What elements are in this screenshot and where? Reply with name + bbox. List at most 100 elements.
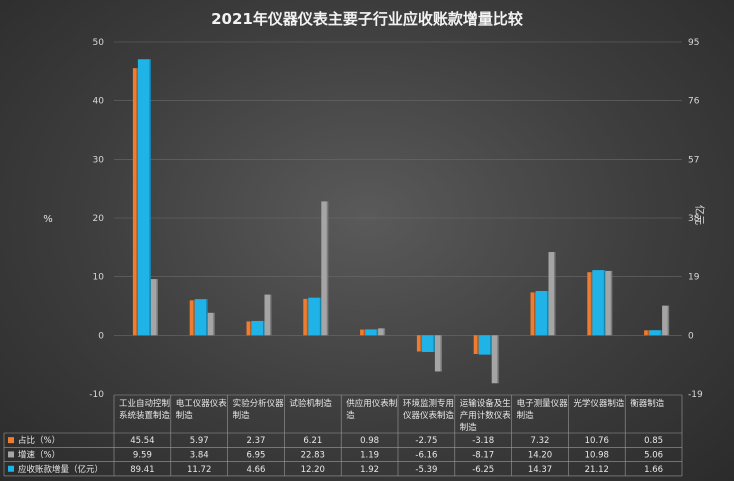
bar-share <box>644 330 650 336</box>
bar-shade <box>477 335 479 354</box>
y-right-tick-label: 19 <box>688 273 700 283</box>
bar-shade <box>497 335 499 384</box>
table-value: 1.92 <box>360 465 379 475</box>
bar-shade <box>250 321 252 336</box>
category-label: 光学仪器制造 <box>573 398 625 409</box>
legend-label: 占比（%） <box>18 435 60 446</box>
y-left-tick-label: 50 <box>93 38 105 48</box>
table-value: 11.72 <box>187 465 211 475</box>
y-axis-left-title: % <box>43 214 53 225</box>
bar-shade <box>363 329 366 336</box>
table-value: 7.32 <box>531 436 550 446</box>
y-right-tick-label: 95 <box>688 38 699 48</box>
y-right-tick-label: -19 <box>688 390 703 400</box>
table-value: 0.98 <box>360 436 379 446</box>
bar-share <box>530 292 536 336</box>
bar-shade <box>206 299 208 336</box>
bar-growth <box>264 294 272 336</box>
y-axis-right: -19 0 19 38 57 76 95 <box>688 38 703 400</box>
bar-shade <box>660 330 663 336</box>
table-value: -5.39 <box>415 465 437 475</box>
bar-shade <box>193 300 195 336</box>
y-left-tick-label: 40 <box>93 97 105 107</box>
bar-shade <box>590 272 593 336</box>
table-value: 3.84 <box>190 450 209 460</box>
table-value: 89.41 <box>130 465 154 475</box>
bar-shade <box>647 330 650 336</box>
table-value: -2.75 <box>415 436 437 446</box>
bar-shade <box>610 270 613 336</box>
bar-growth <box>434 335 442 372</box>
bar-increment <box>137 59 151 336</box>
bar-growth <box>662 305 670 336</box>
bar-shade <box>263 320 265 336</box>
table-value: 12.20 <box>301 465 325 475</box>
bar-shade <box>136 68 138 336</box>
bar-growth <box>150 279 158 336</box>
bar-shade <box>149 59 151 336</box>
y-left-tick-label: 0 <box>98 331 104 341</box>
bar-share <box>587 272 593 336</box>
y-axis-right-title: 亿元 <box>693 205 706 225</box>
bar-growth <box>605 270 613 336</box>
table-value: 45.54 <box>130 436 154 446</box>
table-value: 4.66 <box>247 465 266 475</box>
bar-growth <box>321 201 329 336</box>
bar-increment <box>535 290 549 336</box>
table-value: -8.17 <box>472 450 494 460</box>
category-label: 实验分析仪器制造 <box>233 398 285 421</box>
legend-swatch <box>8 451 14 458</box>
bar-share <box>132 68 138 336</box>
bar-share <box>189 300 195 336</box>
table-value: 9.59 <box>133 450 152 460</box>
bar-increment <box>365 329 379 336</box>
bar-shade <box>603 270 606 336</box>
legend-label: 应收账款增量（亿元） <box>18 464 103 475</box>
bar-increment <box>592 270 606 336</box>
bar-increment <box>478 335 492 355</box>
bar-shade <box>326 201 329 336</box>
table-value: 14.37 <box>528 465 552 475</box>
legend-label: 增速（%） <box>18 449 60 460</box>
table-value: -6.16 <box>415 450 437 460</box>
bar-increment <box>421 335 435 352</box>
bar-share <box>246 321 252 336</box>
y-axis-left: -10 0 10 20 30 40 50 <box>89 38 104 400</box>
bar-increment <box>649 330 663 336</box>
y-right-tick-label: 38 <box>688 214 700 224</box>
y-right-tick-label: 76 <box>688 97 700 107</box>
category-label: 电子测量仪器制造 <box>517 398 569 421</box>
table-value: 1.66 <box>644 465 663 475</box>
bars <box>132 59 670 384</box>
legend-swatch <box>8 437 14 444</box>
bar-shade <box>383 328 386 336</box>
category-label: 衡器制造 <box>630 398 665 409</box>
category-label: 电工仪器仪表制造 <box>176 398 228 421</box>
table-value: 1.19 <box>360 450 379 460</box>
category-label: 运输设备及生产用计数仪表制造 <box>460 398 512 433</box>
table-value: 5.97 <box>190 436 209 446</box>
y-left-tick-label: 30 <box>93 155 105 165</box>
y-left-tick-label: 10 <box>93 273 105 283</box>
bar-growth <box>378 328 386 336</box>
bar-increment <box>308 297 322 336</box>
bar-share <box>303 298 309 336</box>
bar-shade <box>667 305 670 336</box>
bar-shade <box>319 297 322 336</box>
table-value: 10.98 <box>585 450 609 460</box>
table-value: 21.12 <box>585 465 609 475</box>
y-right-tick-label: 57 <box>688 155 699 165</box>
table-value: 0.85 <box>644 436 663 446</box>
table-value: 14.20 <box>528 450 552 460</box>
bar-growth <box>491 335 499 384</box>
bar-shade <box>270 294 272 336</box>
bar-shade <box>554 252 556 336</box>
category-label: 工业自动控制系统装置制造 <box>119 398 171 421</box>
table-value: 10.76 <box>585 436 609 446</box>
bar-shade <box>547 290 549 336</box>
y-right-tick-label: 0 <box>688 331 694 341</box>
bar-growth <box>207 312 215 336</box>
category-label: 供应用仪表制造 <box>346 398 397 421</box>
bar-shade <box>440 335 442 372</box>
